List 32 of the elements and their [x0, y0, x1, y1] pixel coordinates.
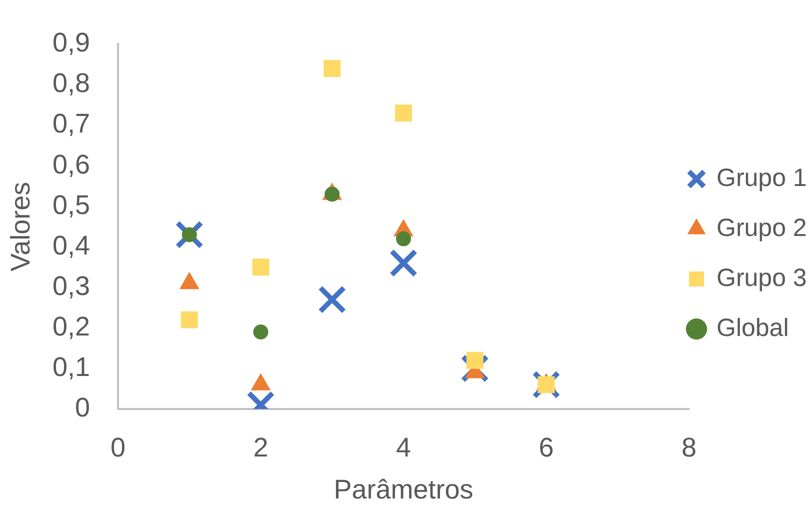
x-tick-label: 4	[396, 432, 412, 463]
x-tick-label: 6	[538, 432, 554, 463]
point	[538, 376, 555, 394]
x-tick-label: 8	[681, 432, 697, 463]
point	[395, 104, 412, 122]
point	[182, 227, 197, 242]
y-tick-label: 0,1	[52, 352, 90, 382]
point	[324, 60, 341, 78]
point	[180, 311, 198, 328]
y-tick-label: 0,2	[52, 311, 90, 342]
legend-label: Grupo 2	[716, 214, 807, 242]
y-tick-label: 0,4	[52, 230, 90, 260]
point	[389, 248, 418, 278]
point	[396, 231, 411, 246]
y-tick-label: 0,8	[52, 68, 90, 98]
y-tick-label: 0,7	[52, 108, 90, 139]
y-tick-label: 0	[74, 392, 90, 422]
x-axis-title: Parâmetros	[334, 474, 474, 504]
x-tick-label: 0	[110, 432, 126, 463]
legend-label: Grupo 3	[716, 264, 807, 292]
point	[252, 258, 270, 276]
y-tick-label: 0,5	[52, 190, 90, 220]
point	[466, 352, 484, 369]
legend-label: Grupo 1	[716, 164, 807, 192]
y-tick-label: 0,3	[52, 270, 90, 301]
y-tick-label: 0,6	[52, 149, 90, 180]
point	[253, 324, 268, 340]
legend-label: Global	[716, 314, 789, 342]
point	[318, 285, 346, 314]
y-tick-label: 0,9	[52, 28, 90, 58]
x-tick-label: 2	[253, 432, 268, 463]
y-axis-title: Valores	[6, 182, 36, 272]
